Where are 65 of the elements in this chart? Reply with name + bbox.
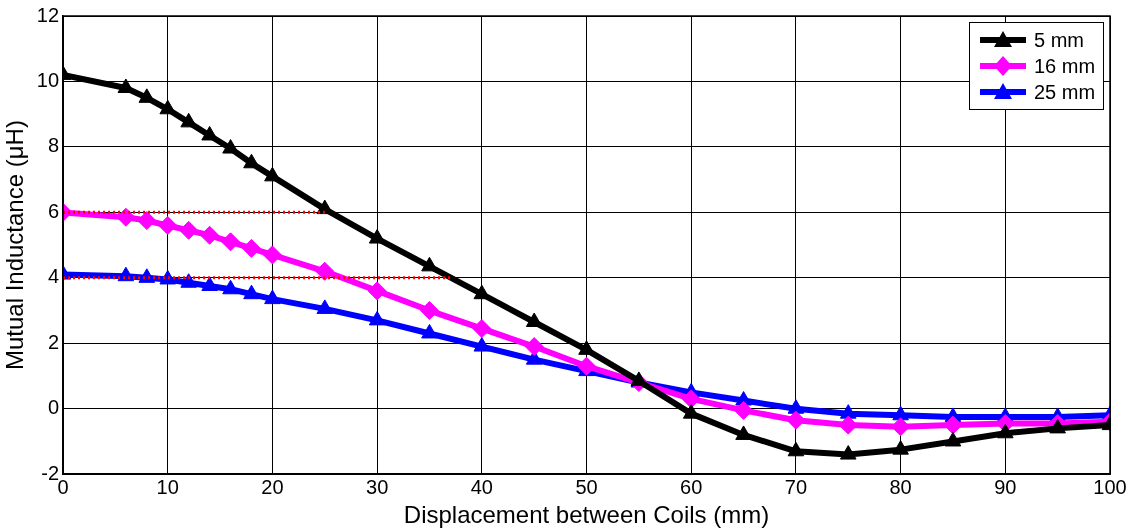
- point: [838, 415, 858, 435]
- point: [787, 441, 805, 457]
- point: [242, 238, 261, 258]
- point: [368, 310, 386, 326]
- point: [997, 423, 1014, 439]
- point: [577, 356, 597, 376]
- x-tick-label: 50: [575, 475, 598, 498]
- point: [158, 215, 178, 235]
- y-tick-label: 0: [47, 396, 60, 419]
- point: [578, 340, 595, 355]
- point: [473, 337, 491, 352]
- point: [787, 399, 805, 414]
- point: [367, 281, 387, 301]
- point: [735, 425, 752, 440]
- point: [179, 220, 199, 240]
- point: [734, 400, 754, 420]
- point: [681, 389, 701, 409]
- y-axis-title: Mutual Inductance (μH): [1, 120, 29, 371]
- point: [180, 112, 197, 128]
- point: [839, 404, 857, 419]
- y-tick-label: 10: [36, 68, 60, 91]
- point: [201, 276, 218, 292]
- point: [421, 256, 438, 272]
- y-tick-label: 4: [47, 265, 60, 288]
- point: [222, 139, 239, 154]
- point: [116, 207, 136, 227]
- y-tick-label: 8: [47, 134, 60, 157]
- point: [943, 415, 963, 435]
- y-tick-label: 6: [47, 199, 60, 222]
- x-tick-label: 90: [994, 475, 1017, 498]
- point: [243, 284, 260, 300]
- point: [944, 431, 962, 447]
- y-tick-label: 12: [36, 3, 60, 26]
- x-tick-label: 60: [680, 475, 703, 498]
- x-tick-label: 20: [261, 475, 284, 498]
- point: [159, 269, 177, 285]
- legend-label: 5 mm: [1034, 28, 1084, 52]
- point: [264, 289, 281, 305]
- point: [892, 405, 909, 421]
- x-tick-label: 80: [889, 475, 912, 498]
- point: [180, 273, 197, 288]
- point: [892, 440, 909, 455]
- x-tick-label: 40: [470, 475, 493, 498]
- point: [221, 232, 241, 252]
- point: [262, 245, 282, 265]
- point: [315, 261, 335, 281]
- legend-label: 16 mm: [1034, 54, 1096, 78]
- x-axis-title: Displacement between Coils (mm): [403, 501, 770, 529]
- legend-label: 25 mm: [1034, 80, 1096, 104]
- point: [316, 299, 334, 314]
- point: [891, 417, 911, 437]
- point: [839, 445, 857, 460]
- x-tick-label: 70: [784, 475, 808, 498]
- x-tick-label: 30: [366, 475, 389, 498]
- point: [200, 225, 220, 245]
- point: [243, 153, 260, 169]
- x-tick-label: 10: [156, 475, 179, 498]
- y-tick-label: 2: [47, 330, 60, 353]
- point: [201, 125, 218, 141]
- point: [222, 279, 239, 295]
- x-tick-label: 100: [1093, 475, 1127, 498]
- point: [421, 323, 438, 339]
- point: [1049, 418, 1066, 434]
- point: [786, 410, 806, 430]
- point: [264, 166, 281, 182]
